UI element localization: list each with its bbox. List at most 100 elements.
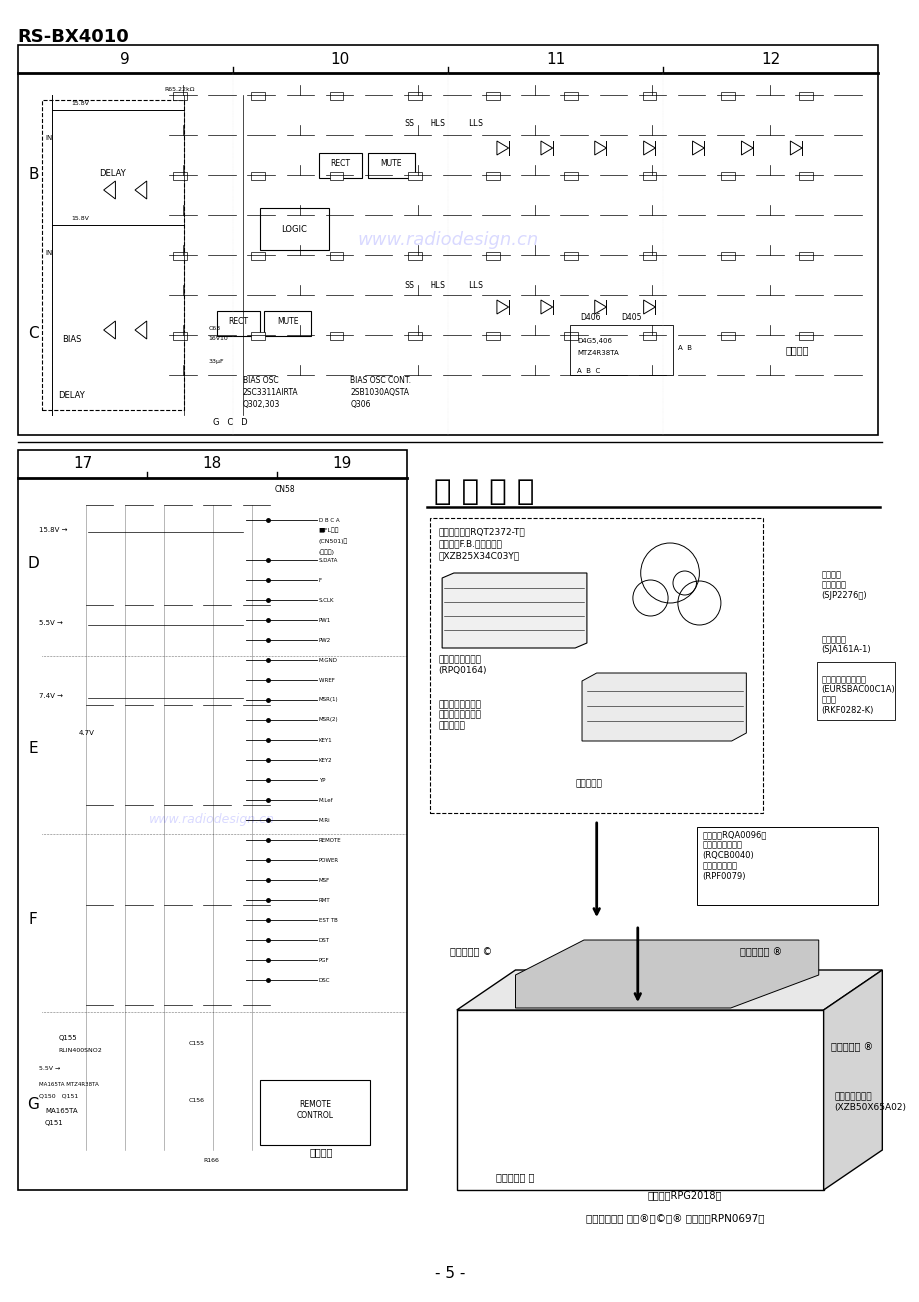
- Text: Q302,303: Q302,303: [243, 400, 279, 409]
- Text: 包装箋（RPG2018）: 包装箋（RPG2018）: [647, 1190, 721, 1200]
- Text: MUTE: MUTE: [380, 160, 402, 168]
- Text: 2SB1030AQSTA: 2SB1030AQSTA: [350, 388, 409, 397]
- Text: 5.5V →: 5.5V →: [40, 1066, 61, 1072]
- Text: - 5 -: - 5 -: [435, 1266, 465, 1281]
- Bar: [173, 332, 187, 340]
- Text: セロテープ: セロテープ: [574, 779, 601, 788]
- Bar: [17, 46, 878, 435]
- Text: SS: SS: [403, 280, 414, 289]
- Text: 16V10: 16V10: [208, 336, 228, 341]
- Bar: [563, 172, 577, 180]
- Text: Q155: Q155: [59, 1035, 77, 1042]
- Text: HLS: HLS: [430, 118, 445, 128]
- Polygon shape: [442, 573, 586, 648]
- Text: G   C   D: G C D: [213, 418, 247, 427]
- Bar: [42, 100, 184, 410]
- Text: DELAY: DELAY: [99, 168, 126, 177]
- Text: HLS: HLS: [430, 280, 445, 289]
- Text: 12: 12: [760, 52, 779, 66]
- Text: IN: IN: [45, 135, 52, 141]
- Bar: [329, 92, 343, 100]
- Bar: [720, 332, 733, 340]
- Bar: [720, 92, 733, 100]
- Text: 15.8V: 15.8V: [72, 102, 89, 105]
- Text: A  B  C: A B C: [576, 368, 600, 374]
- Text: W.REF: W.REF: [319, 677, 335, 682]
- Text: 17: 17: [73, 457, 92, 471]
- Bar: [642, 92, 655, 100]
- Bar: [563, 92, 577, 100]
- Text: E: E: [28, 741, 38, 756]
- Bar: [799, 332, 812, 340]
- Text: LLS: LLS: [468, 280, 482, 289]
- Text: R166: R166: [203, 1157, 219, 1163]
- Text: クッション ®: クッション ®: [831, 1042, 873, 1052]
- Text: （追加）: （追加）: [309, 1147, 333, 1157]
- Text: KEY2: KEY2: [319, 758, 332, 763]
- Bar: [251, 172, 265, 180]
- Bar: [407, 172, 421, 180]
- Bar: [697, 827, 878, 905]
- Text: D406: D406: [580, 312, 600, 322]
- Text: 2SC3311AIRTA: 2SC3311AIRTA: [243, 388, 298, 397]
- Bar: [642, 253, 655, 260]
- Bar: [407, 253, 421, 260]
- Text: BIAS: BIAS: [62, 336, 81, 345]
- Text: 電源コード
(SJA161A-1): 電源コード (SJA161A-1): [821, 635, 870, 655]
- Bar: [407, 92, 421, 100]
- Text: M.Ri: M.Ri: [319, 818, 330, 823]
- Text: 保護袋（本体）
(XZB50X65A02): 保護袋（本体） (XZB50X65A02): [834, 1092, 905, 1112]
- Text: MSF: MSF: [319, 878, 330, 883]
- Text: PW2: PW2: [319, 638, 331, 642]
- Text: 5.5V →: 5.5V →: [40, 620, 62, 626]
- Text: BIAS OSC CONT.: BIAS OSC CONT.: [350, 376, 411, 385]
- Polygon shape: [582, 673, 745, 741]
- Text: Q306: Q306: [350, 400, 370, 409]
- Bar: [642, 172, 655, 180]
- Text: MA165TA: MA165TA: [45, 1108, 77, 1115]
- Text: A  B: A B: [677, 345, 691, 352]
- Text: C: C: [28, 326, 39, 341]
- Bar: [329, 332, 343, 340]
- Text: 包 装 要 領: 包 装 要 領: [434, 478, 534, 506]
- Bar: [485, 253, 499, 260]
- Text: C63: C63: [208, 326, 221, 331]
- Bar: [563, 332, 577, 340]
- Bar: [368, 154, 414, 178]
- Text: 10: 10: [331, 52, 349, 66]
- Text: PW1: PW1: [319, 617, 331, 622]
- Text: RECT: RECT: [330, 160, 350, 168]
- Polygon shape: [515, 940, 818, 1008]
- Text: PGF: PGF: [319, 957, 329, 962]
- Text: (ページ): (ページ): [319, 549, 335, 555]
- Text: Q151: Q151: [45, 1120, 63, 1126]
- Bar: [570, 326, 673, 375]
- Text: REMOTE
CONTROL: REMOTE CONTROL: [296, 1100, 333, 1120]
- Bar: [563, 253, 577, 260]
- Text: 33µF: 33µF: [208, 359, 223, 365]
- Text: D4G5,406: D4G5,406: [576, 339, 611, 344]
- Text: 15.8V →: 15.8V →: [40, 527, 68, 533]
- Text: ワイヤードリモコン
(EURSBAC00C1A)
電池蓋
(RKF0282-K): ワイヤードリモコン (EURSBAC00C1A) 電池蓋 (RKF0282-K): [821, 674, 894, 715]
- Polygon shape: [457, 970, 881, 1010]
- Text: 〈クッション ⓐ、®、©、® の品番：RPN0697〉: 〈クッション ⓐ、®、©、® の品番：RPN0697〉: [585, 1213, 764, 1223]
- Text: MSR(2): MSR(2): [319, 717, 338, 723]
- Text: www.radiodesign.cn: www.radiodesign.cn: [357, 230, 538, 249]
- Text: DSC: DSC: [319, 978, 330, 983]
- Text: D B C A: D B C A: [319, 517, 339, 522]
- Bar: [319, 154, 361, 178]
- Bar: [260, 1079, 369, 1144]
- Text: Q150   Q151: Q150 Q151: [40, 1094, 78, 1099]
- Text: www.radiodesign.cn: www.radiodesign.cn: [149, 814, 275, 827]
- Bar: [485, 172, 499, 180]
- Text: リモコン用乾電池
（単３形乾電池）
市販扱い。: リモコン用乾電池 （単３形乾電池） 市販扱い。: [437, 700, 481, 730]
- Bar: [799, 253, 812, 260]
- Bar: [642, 332, 655, 340]
- Text: 15.8V: 15.8V: [72, 216, 89, 221]
- Text: LLS: LLS: [468, 118, 482, 128]
- Bar: [264, 311, 311, 336]
- Bar: [260, 208, 328, 250]
- Text: MUTE: MUTE: [277, 318, 298, 327]
- Text: RS-BX4010: RS-BX4010: [17, 29, 130, 46]
- Bar: [17, 450, 406, 1190]
